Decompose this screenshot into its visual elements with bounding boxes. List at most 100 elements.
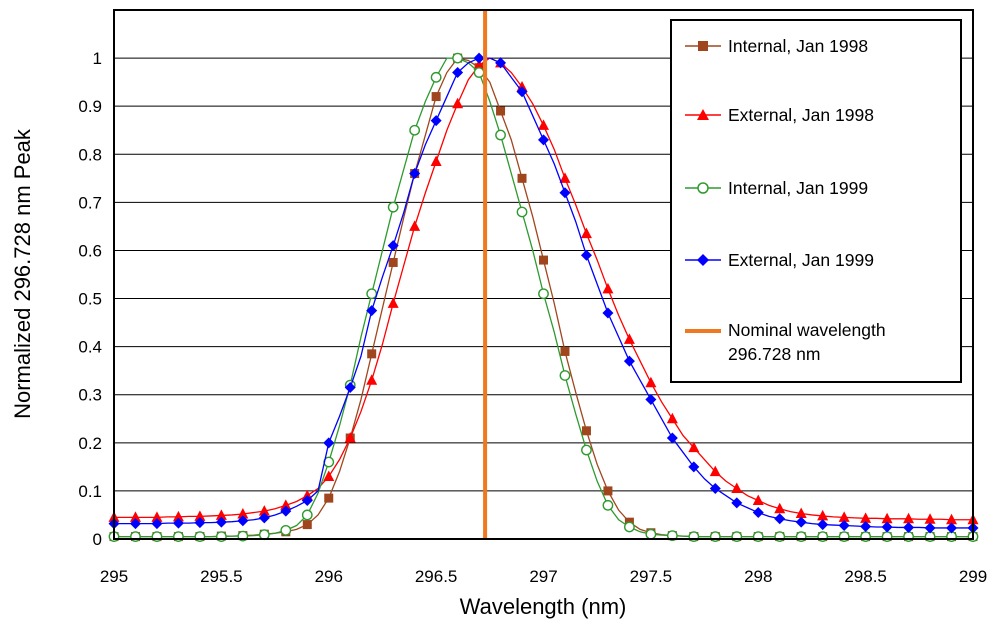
x-axis-tick-labels: 295 295.5 296 296.5 297 297.5 298 298.5 299 xyxy=(100,567,987,586)
data-point xyxy=(752,494,764,506)
data-point xyxy=(280,505,292,517)
x-tick-label: 297 xyxy=(529,567,557,586)
data-point xyxy=(903,512,915,524)
y-axis-tick-labels: 0 0.1 0.2 0.3 0.4 0.5 0.6 0.7 0.8 0.9 1 xyxy=(78,49,102,549)
data-point xyxy=(409,168,421,180)
legend-entry-nominal-wavelength: Nominal wavelength 296.728 nm xyxy=(685,320,886,364)
x-axis-title: Wavelength (nm) xyxy=(460,594,627,619)
data-point xyxy=(151,511,163,522)
legend-marker-triangle xyxy=(697,109,709,120)
x-tick-label: 296.5 xyxy=(415,567,458,586)
data-point xyxy=(860,520,872,532)
y-tick-label: 0.2 xyxy=(78,434,102,453)
data-point xyxy=(666,412,678,424)
y-tick-label: 0.5 xyxy=(78,290,102,309)
data-point xyxy=(258,505,270,516)
data-point xyxy=(409,220,421,231)
data-point xyxy=(559,187,571,199)
data-point xyxy=(387,240,399,252)
legend-entry-internal-1999: Internal, Jan 1999 xyxy=(685,178,868,198)
data-point xyxy=(838,520,850,532)
data-point xyxy=(666,432,678,444)
y-tick-label: 0.3 xyxy=(78,386,102,405)
data-point xyxy=(473,67,485,78)
y-tick-label: 0.4 xyxy=(78,338,102,357)
data-point xyxy=(924,522,936,534)
legend: Internal, Jan 1998 External, Jan 1998 In… xyxy=(670,19,962,383)
data-point xyxy=(688,441,700,453)
legend-marker-diamond xyxy=(697,254,709,266)
data-point xyxy=(538,288,549,300)
data-point xyxy=(473,52,485,64)
data-point xyxy=(430,155,442,166)
data-point xyxy=(409,124,421,136)
data-point xyxy=(709,483,721,495)
legend-label: 296.728 nm xyxy=(728,344,820,364)
data-point xyxy=(903,521,915,533)
data-point xyxy=(129,511,141,522)
data-point xyxy=(366,288,378,300)
legend-entry-internal-1998: Internal, Jan 1998 xyxy=(685,36,868,56)
y-tick-label: 0 xyxy=(93,530,102,549)
data-point xyxy=(688,461,700,473)
data-point xyxy=(452,97,464,109)
x-tick-label: 295 xyxy=(100,567,128,586)
data-point xyxy=(946,522,958,534)
data-point xyxy=(431,92,441,102)
data-point xyxy=(387,201,399,213)
data-point xyxy=(388,257,398,267)
data-point xyxy=(344,382,356,394)
data-point xyxy=(387,297,399,308)
y-axis-title: Normalized 296.728 nm Peak xyxy=(10,128,35,419)
legend-box xyxy=(670,19,962,383)
data-point xyxy=(280,524,292,536)
data-point xyxy=(496,106,506,116)
data-point xyxy=(473,59,485,70)
data-point xyxy=(172,510,184,522)
data-point xyxy=(367,349,377,359)
data-point xyxy=(603,486,613,496)
legend-label: External, Jan 1998 xyxy=(728,105,874,125)
data-point xyxy=(946,513,958,525)
data-point xyxy=(495,57,507,69)
data-point xyxy=(539,255,548,265)
data-point xyxy=(517,173,527,183)
legend-label: External, Jan 1999 xyxy=(728,250,874,270)
data-point xyxy=(215,516,227,528)
data-point xyxy=(538,119,549,130)
data-point xyxy=(302,520,312,530)
y-tick-label: 1 xyxy=(93,49,102,68)
data-point xyxy=(516,206,528,218)
data-point xyxy=(538,134,549,146)
legend-marker-circle xyxy=(697,182,709,194)
data-point xyxy=(731,482,743,494)
data-point xyxy=(516,86,528,98)
data-point xyxy=(323,437,335,449)
data-point xyxy=(258,529,270,541)
series-3 xyxy=(108,52,979,534)
data-point xyxy=(795,516,807,528)
data-point xyxy=(623,355,635,367)
data-point xyxy=(838,511,850,522)
data-point xyxy=(731,497,743,509)
data-point xyxy=(559,370,571,381)
data-point xyxy=(817,519,829,531)
data-point xyxy=(752,507,764,519)
data-point xyxy=(129,518,141,530)
data-point xyxy=(344,432,356,443)
legend-label: Internal, Jan 1998 xyxy=(728,36,868,56)
data-point xyxy=(452,52,463,64)
data-point xyxy=(602,499,614,511)
y-tick-label: 0.9 xyxy=(78,97,102,116)
data-point xyxy=(645,376,657,388)
x-tick-label: 295.5 xyxy=(200,567,243,586)
x-tick-label: 299 xyxy=(959,567,987,586)
data-point xyxy=(602,282,614,294)
data-point xyxy=(774,502,786,514)
legend-marker-square xyxy=(698,41,708,51)
legend-entry-external-1999: External, Jan 1999 xyxy=(685,250,874,270)
data-point xyxy=(366,305,378,317)
data-point xyxy=(817,509,829,521)
data-point xyxy=(237,515,249,527)
legend-label: Internal, Jan 1999 xyxy=(728,178,868,198)
